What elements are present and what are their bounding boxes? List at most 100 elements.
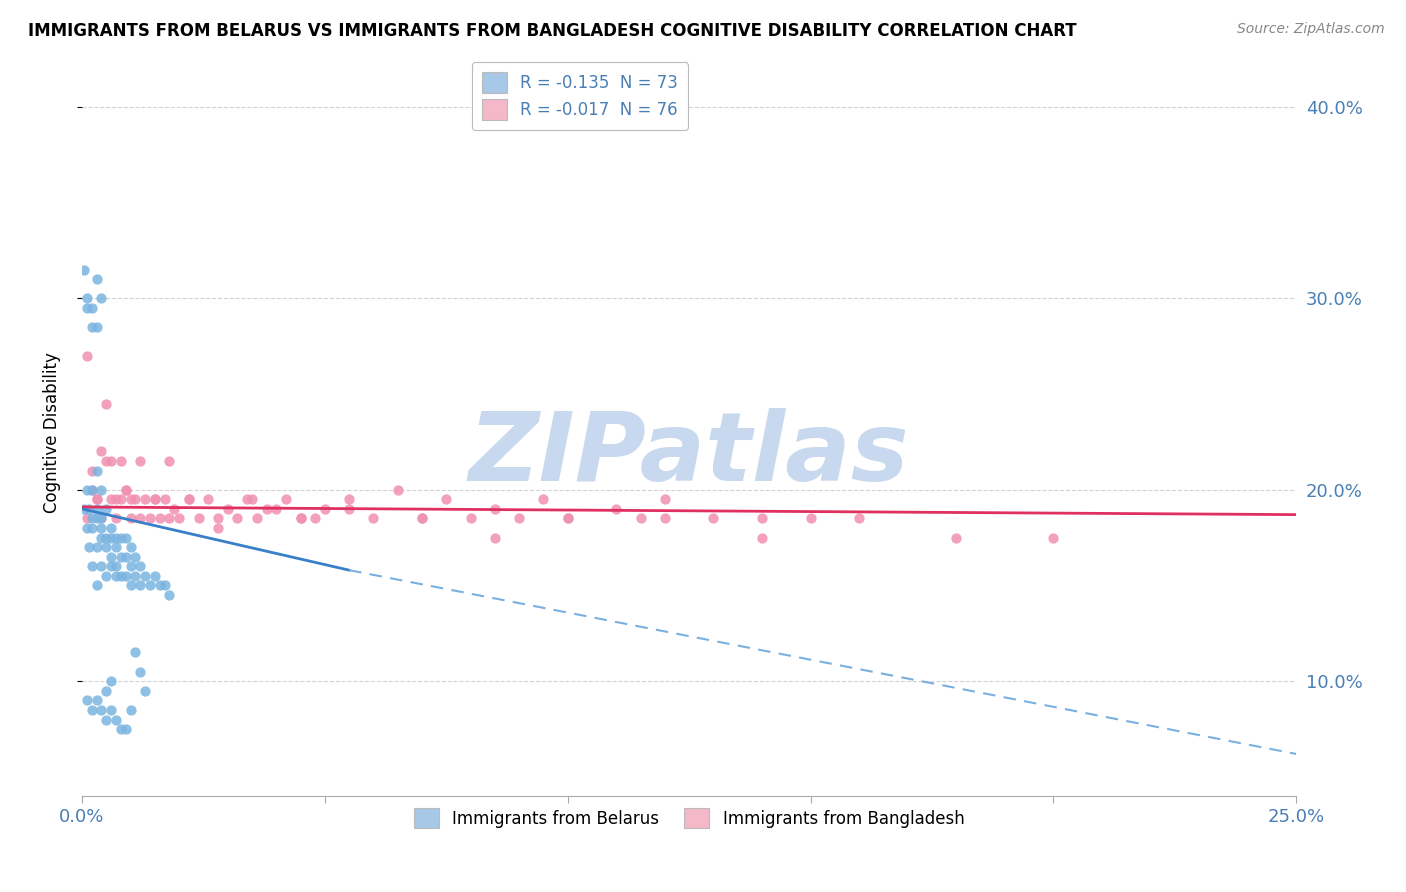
Point [226, 511, 249, 525]
Point [86, 540, 108, 554]
Point [77, 502, 100, 516]
Point [90, 703, 112, 717]
Point [264, 502, 287, 516]
Point [157, 588, 180, 602]
Point [86, 492, 108, 507]
Point [124, 549, 146, 564]
Point [100, 531, 122, 545]
Text: Source: ZipAtlas.com: Source: ZipAtlas.com [1237, 22, 1385, 37]
Point [149, 578, 172, 592]
Point [100, 703, 122, 717]
Point [90, 511, 112, 525]
Point [363, 511, 385, 525]
Point [434, 492, 457, 507]
Point [86, 578, 108, 592]
Point [110, 454, 132, 468]
Point [96, 531, 118, 545]
Point [751, 511, 773, 525]
Point [153, 492, 176, 507]
Point [129, 511, 152, 525]
Point [139, 578, 162, 592]
Point [605, 502, 627, 516]
Point [508, 511, 530, 525]
Point [76, 511, 98, 525]
Point [129, 559, 152, 574]
Point [76, 483, 98, 497]
Point [217, 502, 239, 516]
Point [799, 511, 821, 525]
Point [110, 722, 132, 736]
Point [77, 540, 100, 554]
Point [149, 511, 172, 525]
Point [630, 511, 652, 525]
Point [124, 492, 146, 507]
Point [236, 492, 259, 507]
Point [76, 693, 98, 707]
Point [96, 502, 118, 516]
Point [207, 511, 229, 525]
Point [246, 511, 269, 525]
Point [557, 511, 579, 525]
Point [104, 559, 127, 574]
Point [848, 511, 870, 525]
Point [337, 502, 360, 516]
Point [76, 521, 98, 535]
Point [120, 540, 142, 554]
Point [80, 320, 103, 334]
Point [110, 531, 132, 545]
Point [143, 492, 166, 507]
Point [76, 301, 98, 315]
Point [114, 722, 136, 736]
Point [139, 511, 162, 525]
Point [80, 511, 103, 525]
Point [100, 674, 122, 689]
Point [100, 521, 122, 535]
Point [100, 454, 122, 468]
Point [120, 578, 142, 592]
Point [104, 511, 127, 525]
Point [460, 511, 482, 525]
Point [96, 569, 118, 583]
Point [129, 578, 152, 592]
Point [134, 492, 156, 507]
Point [80, 483, 103, 497]
Point [1042, 531, 1064, 545]
Point [177, 492, 200, 507]
Point [76, 349, 98, 363]
Point [90, 511, 112, 525]
Point [124, 645, 146, 659]
Point [80, 483, 103, 497]
Y-axis label: Cognitive Disability: Cognitive Disability [44, 351, 60, 513]
Point [187, 511, 209, 525]
Point [86, 464, 108, 478]
Point [73, 262, 96, 277]
Point [90, 521, 112, 535]
Point [134, 569, 156, 583]
Point [110, 492, 132, 507]
Point [80, 559, 103, 574]
Point [557, 511, 579, 525]
Point [96, 683, 118, 698]
Point [256, 502, 278, 516]
Point [124, 569, 146, 583]
Point [90, 483, 112, 497]
Point [163, 502, 186, 516]
Text: ZIPatlas: ZIPatlas [468, 408, 910, 500]
Point [104, 569, 127, 583]
Point [304, 511, 326, 525]
Point [274, 492, 297, 507]
Point [90, 291, 112, 305]
Point [110, 549, 132, 564]
Point [86, 492, 108, 507]
Point [411, 511, 433, 525]
Point [90, 444, 112, 458]
Point [120, 703, 142, 717]
Point [96, 540, 118, 554]
Point [86, 320, 108, 334]
Point [120, 559, 142, 574]
Point [129, 454, 152, 468]
Point [114, 569, 136, 583]
Point [110, 569, 132, 583]
Point [314, 502, 336, 516]
Point [104, 540, 127, 554]
